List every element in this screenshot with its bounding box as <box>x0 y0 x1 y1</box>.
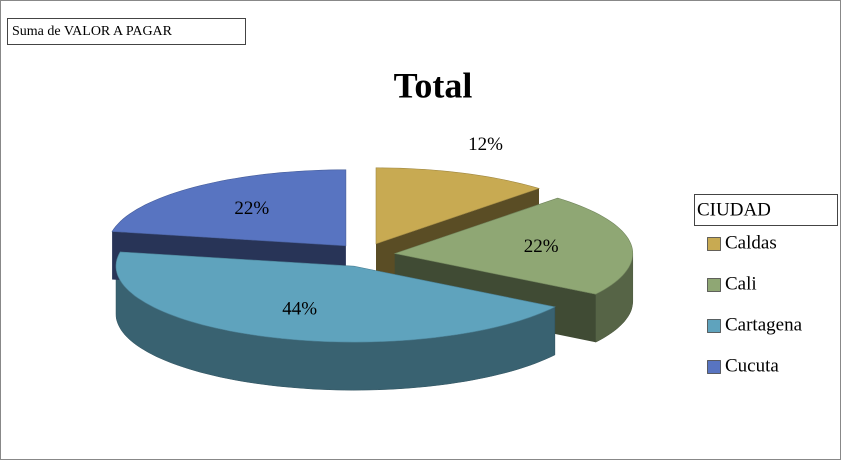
field-label: Suma de VALOR A PAGAR <box>12 24 173 39</box>
legend-label: Cucuta <box>725 355 779 376</box>
legend-swatch <box>707 278 721 292</box>
legend-label: Cali <box>725 273 757 294</box>
data-label: 12% <box>468 134 503 155</box>
legend-title: CIUDAD <box>697 199 771 220</box>
chart-title: Total <box>394 65 473 105</box>
pie-slice <box>375 167 541 245</box>
data-label: 22% <box>524 236 559 257</box>
pie-slice <box>115 251 556 343</box>
data-label: 22% <box>234 198 269 219</box>
pie-slice <box>393 197 633 295</box>
data-label: 44% <box>282 298 317 319</box>
legend-swatch <box>707 360 721 374</box>
legend-label: Caldas <box>725 232 777 253</box>
legend-swatch <box>707 319 721 333</box>
legend-label: Cartagena <box>725 314 803 335</box>
legend-swatch <box>707 237 721 251</box>
field-button[interactable] <box>7 18 246 45</box>
pie-slice <box>111 169 347 247</box>
legend-title-box <box>694 194 838 226</box>
